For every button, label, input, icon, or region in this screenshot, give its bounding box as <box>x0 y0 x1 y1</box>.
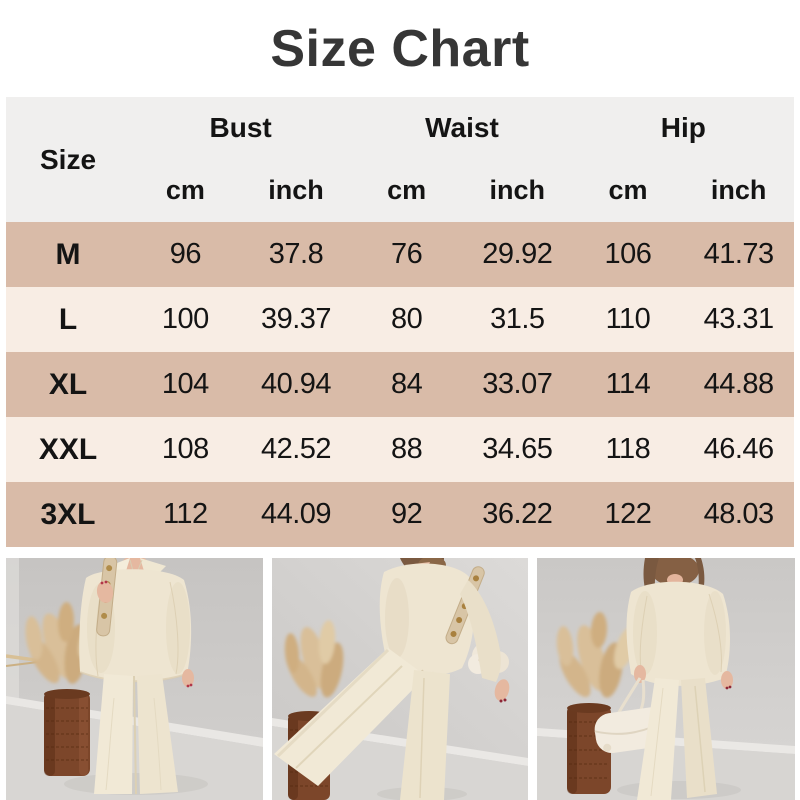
pants-leg <box>637 678 679 800</box>
measurement-cell: 84 <box>391 368 423 400</box>
measurement-cell: 43.31 <box>703 303 775 335</box>
measurement-cell: 37.8 <box>268 238 324 270</box>
unit-header-hip-inch: inch <box>683 159 794 222</box>
product-photo-1 <box>6 558 263 800</box>
pants-leg <box>94 674 133 794</box>
pants-leg <box>400 670 450 800</box>
model-leg-extended-photo <box>272 558 528 800</box>
size-label: L <box>58 302 78 336</box>
hand <box>634 665 646 683</box>
measurement-cell: 40.94 <box>260 368 332 400</box>
measurement-cell: 100 <box>161 303 209 335</box>
model-walking-with-bag-photo <box>537 558 795 800</box>
measurement-cell: 42.52 <box>260 433 332 465</box>
hand <box>721 671 733 689</box>
hair <box>651 558 699 586</box>
product-photo-strip <box>0 558 800 800</box>
unit-header-hip-cm: cm <box>572 159 684 222</box>
size-table-header: Size Bust Waist Hip cm inch cm inch cm i… <box>6 97 794 222</box>
pampas-grass <box>284 620 344 698</box>
measurement-cell: 92 <box>391 498 423 530</box>
sweater <box>626 581 730 686</box>
table-row: XXL 108 42.52 88 34.65 118 46.46 <box>6 417 794 482</box>
column-group-bust: Bust <box>130 97 352 159</box>
size-label: M <box>55 237 81 271</box>
column-header-size: Size <box>6 97 130 222</box>
measurement-cell: 39.37 <box>260 303 332 335</box>
model-standing-front-photo <box>6 558 263 800</box>
wicker-vase <box>44 689 90 776</box>
measurement-cell: 44.09 <box>260 498 332 530</box>
measurement-cell: 110 <box>605 303 651 335</box>
table-row: L 100 39.37 80 31.5 110 43.31 <box>6 287 794 352</box>
measurement-cell: 33.07 <box>482 368 553 400</box>
measurement-cell: 108 <box>161 433 209 465</box>
table-row: M 96 37.8 76 29.92 106 41.73 <box>6 222 794 287</box>
size-label: XL <box>48 367 88 401</box>
model-figure <box>594 558 733 800</box>
measurement-cell: 112 <box>162 498 208 530</box>
hand <box>182 669 194 687</box>
pants-leg <box>681 678 717 798</box>
measurement-cell: 46.46 <box>703 433 775 465</box>
unit-header-bust-cm: cm <box>130 159 241 222</box>
measurement-cell: 80 <box>391 303 423 335</box>
measurement-cell: 44.88 <box>703 368 775 400</box>
sleeve <box>460 580 501 682</box>
pampas-grass <box>556 612 636 698</box>
size-label: XXL <box>38 432 98 466</box>
measurement-cell: 48.03 <box>703 498 775 530</box>
measurement-cell: 29.92 <box>482 238 553 270</box>
wicker-vase <box>567 703 611 794</box>
measurement-cell: 96 <box>169 238 202 270</box>
measurement-cell: 36.22 <box>482 498 553 530</box>
hand <box>494 679 510 701</box>
measurement-cell: 118 <box>605 433 651 465</box>
measurement-cell: 31.5 <box>490 303 545 335</box>
size-table: Size Bust Waist Hip cm inch cm inch cm i… <box>6 97 794 547</box>
measurement-cell: 41.73 <box>703 238 775 270</box>
product-photo-2 <box>272 558 528 800</box>
table-row: XL 104 40.94 84 33.07 114 44.88 <box>6 352 794 417</box>
unit-header-bust-inch: inch <box>240 159 352 222</box>
model-figure <box>79 558 194 795</box>
size-label: 3XL <box>40 497 96 531</box>
unit-header-waist-cm: cm <box>351 159 462 222</box>
unit-header-waist-inch: inch <box>461 159 573 222</box>
measurement-cell: 88 <box>391 433 423 465</box>
table-row: 3XL 112 44.09 92 36.22 122 48.03 <box>6 482 794 547</box>
measurement-cell: 122 <box>604 498 652 530</box>
hand <box>96 581 114 603</box>
column-group-waist: Waist <box>351 97 573 159</box>
page-title: Size Chart <box>270 19 530 78</box>
model-figure <box>274 558 510 800</box>
product-photo-3 <box>537 558 795 800</box>
measurement-cell: 106 <box>604 238 652 270</box>
column-group-hip: Hip <box>572 97 794 159</box>
size-table-body: M 96 37.8 76 29.92 106 41.73 L 100 39.37… <box>6 222 794 547</box>
measurement-cell: 76 <box>391 238 423 270</box>
measurement-cell: 34.65 <box>482 433 553 465</box>
measurement-cell: 114 <box>605 368 651 400</box>
measurement-cell: 104 <box>161 368 209 400</box>
